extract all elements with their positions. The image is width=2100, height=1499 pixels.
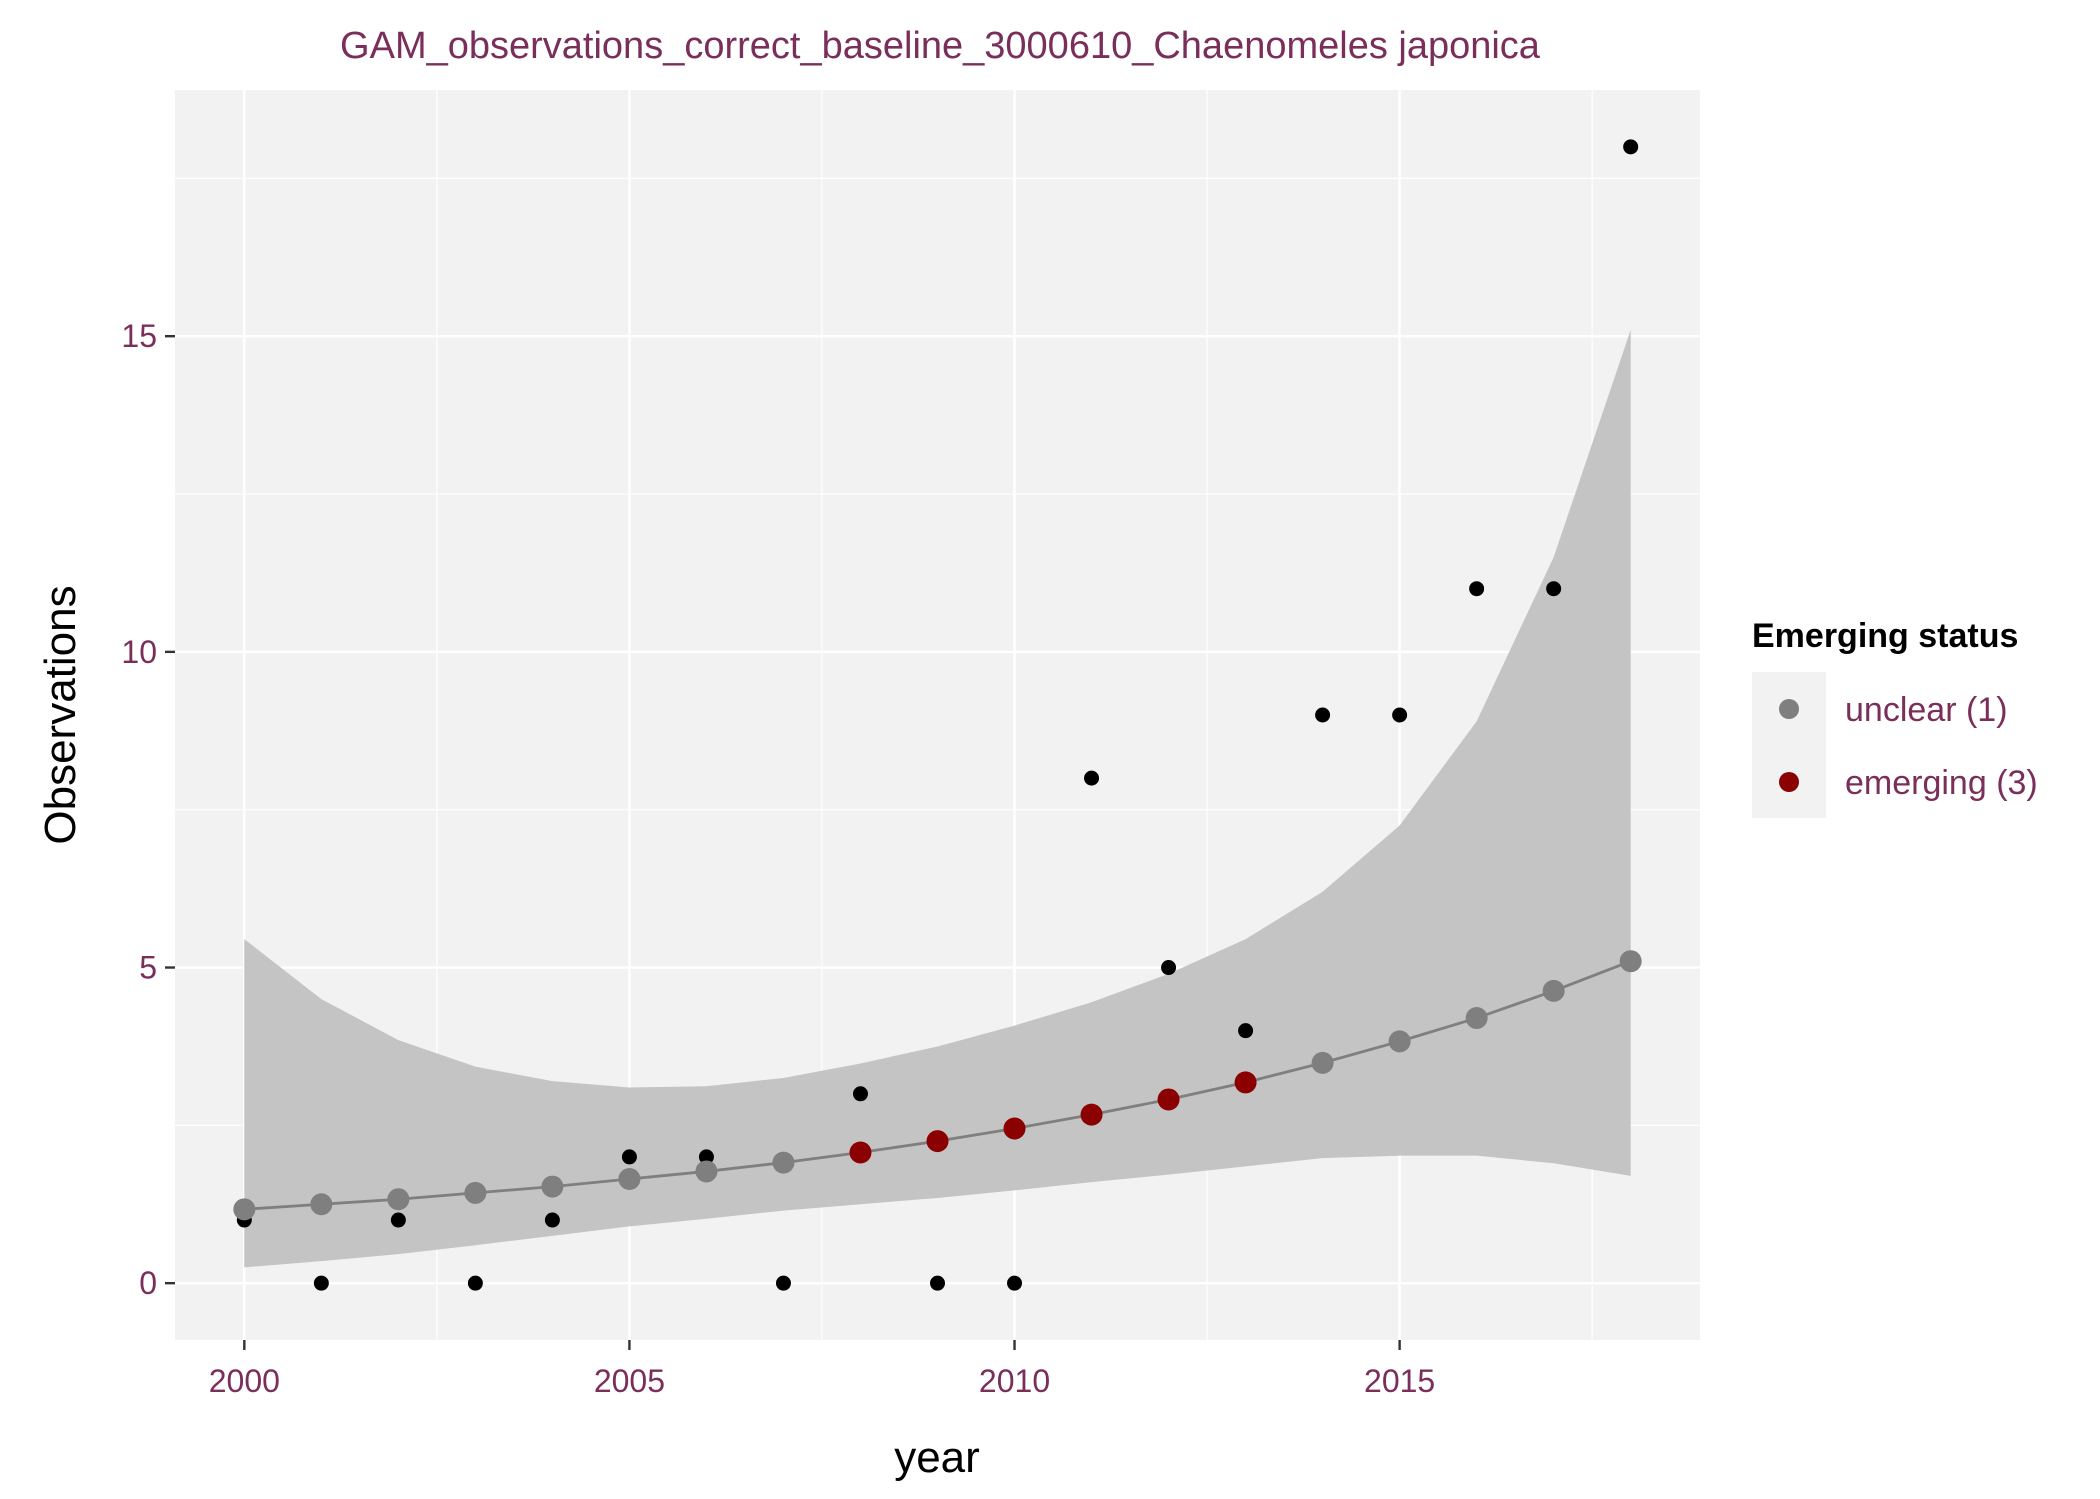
- observed-points: [236, 139, 1639, 1291]
- observed-point: [1161, 960, 1177, 976]
- x-axis-title: year: [894, 1433, 980, 1482]
- fitted-point-unclear: [1388, 1030, 1411, 1053]
- y-axis-title: Observations: [36, 585, 85, 844]
- legend: Emerging status unclear (1) emerging (3): [1752, 617, 2038, 818]
- fitted-points: [233, 950, 1642, 1221]
- fitted-point-emerging: [849, 1141, 872, 1164]
- fitted-point-emerging: [926, 1130, 949, 1153]
- observed-point: [852, 1086, 868, 1102]
- legend-key-unclear: [1779, 699, 1799, 719]
- legend-key-background: [1752, 672, 1826, 818]
- fitted-point-unclear: [1542, 979, 1565, 1002]
- confidence-ribbon: [244, 329, 1631, 1268]
- observed-point: [775, 1275, 791, 1291]
- fitted-point-emerging: [1003, 1117, 1026, 1140]
- observed-point: [390, 1212, 406, 1228]
- legend-title: Emerging status: [1752, 617, 2018, 655]
- observed-point: [544, 1212, 560, 1228]
- x-axis-ticks: 2000 2005 2010 2015: [209, 1340, 1435, 1399]
- observed-point: [467, 1275, 483, 1291]
- y-axis-ticks: 0 5 10 15: [121, 318, 175, 1301]
- fitted-point-unclear: [695, 1160, 718, 1183]
- fitted-point-unclear: [618, 1168, 641, 1191]
- fitted-point-unclear: [310, 1193, 333, 1216]
- observed-point: [1084, 770, 1100, 786]
- legend-label-emerging: emerging (3): [1845, 764, 2038, 802]
- y-tick-label: 5: [139, 950, 157, 986]
- y-tick-label: 10: [121, 634, 157, 670]
- observed-point: [1238, 1023, 1254, 1039]
- legend-label-unclear: unclear (1): [1845, 691, 2008, 729]
- y-tick-label: 0: [139, 1265, 157, 1301]
- observed-point: [1546, 581, 1562, 597]
- observed-point: [1469, 581, 1485, 597]
- fitted-point-unclear: [233, 1198, 256, 1221]
- x-tick-label: 2005: [594, 1363, 665, 1399]
- y-tick-label: 15: [121, 318, 157, 354]
- legend-key-emerging: [1779, 772, 1799, 792]
- observed-point: [1315, 707, 1331, 723]
- fitted-point-emerging: [1157, 1088, 1180, 1111]
- fitted-point-unclear: [1465, 1007, 1488, 1030]
- fitted-point-emerging: [1234, 1071, 1257, 1094]
- fitted-point-unclear: [541, 1175, 564, 1198]
- fitted-point-unclear: [1619, 950, 1642, 973]
- observed-point: [1623, 139, 1639, 155]
- observed-point: [930, 1275, 945, 1291]
- x-tick-label: 2015: [1364, 1363, 1435, 1399]
- fitted-point-unclear: [772, 1151, 795, 1174]
- observed-point: [698, 1149, 714, 1165]
- chart-title: GAM_observations_correct_baseline_300061…: [340, 25, 1541, 67]
- observed-point: [1007, 1275, 1023, 1291]
- observed-point: [1392, 707, 1408, 723]
- fitted-point-unclear: [464, 1181, 487, 1204]
- observed-point: [313, 1275, 329, 1291]
- observed-point: [621, 1149, 637, 1165]
- fitted-point-unclear: [387, 1188, 410, 1211]
- fitted-point-emerging: [1080, 1103, 1103, 1126]
- x-tick-label: 2000: [209, 1363, 280, 1399]
- fitted-point-unclear: [1311, 1051, 1334, 1074]
- x-tick-label: 2010: [979, 1363, 1050, 1399]
